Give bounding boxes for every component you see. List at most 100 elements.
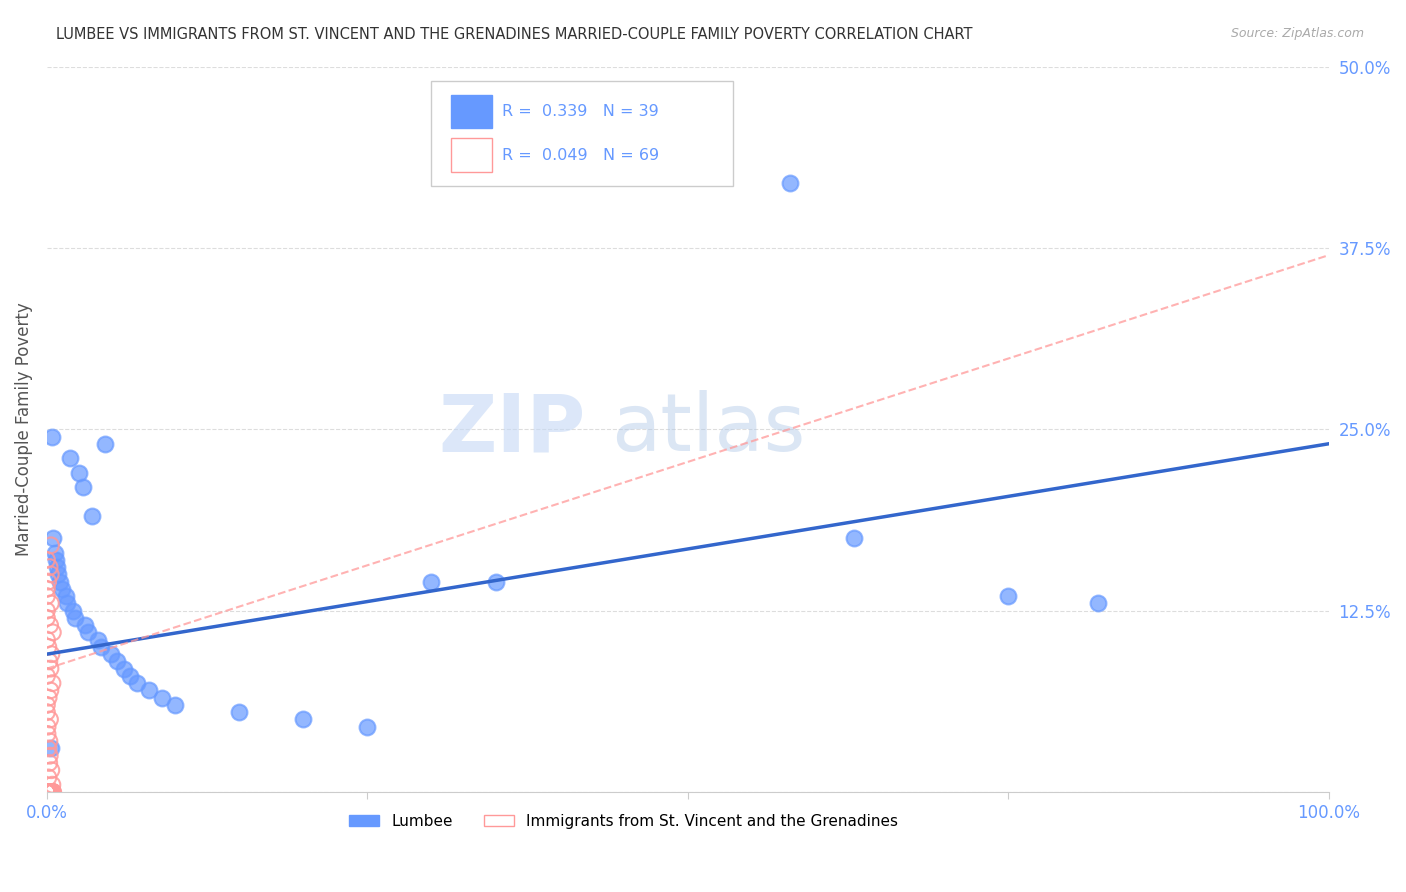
- Point: [35, 785, 58, 799]
- FancyBboxPatch shape: [451, 95, 492, 128]
- Point: [38, 690, 60, 705]
- Point: [56, 596, 79, 610]
- Point: [38, 785, 60, 799]
- Point: [67, 466, 90, 480]
- Point: [55, 589, 77, 603]
- Point: [80, 509, 103, 524]
- Point: [35, 698, 58, 712]
- Point: [39, 618, 62, 632]
- Point: [100, 647, 122, 661]
- Point: [39, 785, 62, 799]
- Point: [42, 531, 65, 545]
- Point: [38, 756, 60, 770]
- Point: [112, 662, 135, 676]
- Text: LUMBEE VS IMMIGRANTS FROM ST. VINCENT AND THE GRENADINES MARRIED-COUPLE FAMILY P: LUMBEE VS IMMIGRANTS FROM ST. VINCENT AN…: [56, 27, 973, 42]
- Point: [484, 574, 506, 589]
- Point: [39, 662, 62, 676]
- Point: [35, 785, 58, 799]
- Point: [37, 640, 59, 654]
- Point: [37, 741, 59, 756]
- Point: [35, 785, 58, 799]
- Point: [63, 611, 86, 625]
- Point: [420, 574, 443, 589]
- Point: [38, 748, 60, 763]
- Point: [35, 611, 58, 625]
- Point: [35, 785, 58, 799]
- Point: [165, 698, 187, 712]
- Point: [35, 785, 58, 799]
- Point: [35, 589, 58, 603]
- Point: [228, 705, 250, 719]
- Point: [356, 720, 378, 734]
- Point: [45, 553, 67, 567]
- Point: [35, 785, 58, 799]
- Text: ZIP: ZIP: [439, 391, 585, 468]
- Point: [41, 778, 63, 792]
- Point: [75, 618, 97, 632]
- Point: [35, 785, 58, 799]
- Point: [41, 785, 63, 799]
- Point: [37, 720, 59, 734]
- Point: [72, 480, 94, 494]
- Point: [38, 785, 60, 799]
- Point: [41, 785, 63, 799]
- Point: [51, 582, 73, 596]
- Point: [35, 705, 58, 719]
- Point: [35, 785, 58, 799]
- Point: [35, 785, 58, 799]
- Point: [35, 785, 58, 799]
- Point: [38, 734, 60, 748]
- Point: [41, 785, 63, 799]
- Point: [93, 437, 115, 451]
- Point: [35, 785, 58, 799]
- Point: [62, 604, 84, 618]
- Point: [77, 625, 100, 640]
- Text: R =  0.049   N = 69: R = 0.049 N = 69: [502, 147, 659, 162]
- Point: [35, 553, 58, 567]
- Legend: Lumbee, Immigrants from St. Vincent and the Grenadines: Lumbee, Immigrants from St. Vincent and …: [343, 808, 904, 835]
- Point: [35, 785, 58, 799]
- Point: [150, 690, 173, 705]
- Point: [844, 531, 866, 545]
- Point: [39, 567, 62, 582]
- Point: [35, 785, 58, 799]
- Point: [42, 625, 65, 640]
- Point: [35, 785, 58, 799]
- Point: [48, 574, 70, 589]
- Point: [39, 683, 62, 698]
- Point: [59, 451, 82, 466]
- Point: [35, 785, 58, 799]
- Point: [90, 640, 112, 654]
- Point: [35, 785, 58, 799]
- Point: [41, 785, 63, 799]
- Y-axis label: Married-Couple Family Poverty: Married-Couple Family Poverty: [15, 302, 32, 556]
- Point: [37, 727, 59, 741]
- Point: [41, 429, 63, 443]
- Point: [35, 632, 58, 647]
- Point: [1087, 596, 1109, 610]
- Point: [35, 785, 58, 799]
- Point: [37, 574, 59, 589]
- Point: [39, 596, 62, 610]
- Point: [35, 785, 58, 799]
- Point: [39, 763, 62, 777]
- Point: [105, 654, 128, 668]
- Point: [35, 785, 58, 799]
- Point: [37, 785, 59, 799]
- Text: Source: ZipAtlas.com: Source: ZipAtlas.com: [1230, 27, 1364, 40]
- Point: [35, 669, 58, 683]
- Point: [42, 785, 65, 799]
- Text: R =  0.339   N = 39: R = 0.339 N = 39: [502, 104, 658, 119]
- Point: [38, 785, 60, 799]
- Point: [38, 654, 60, 668]
- FancyBboxPatch shape: [432, 81, 733, 186]
- Point: [39, 538, 62, 552]
- Point: [37, 771, 59, 785]
- Point: [125, 676, 148, 690]
- Point: [39, 713, 62, 727]
- Point: [44, 545, 66, 559]
- Point: [38, 785, 60, 799]
- Point: [41, 647, 63, 661]
- Point: [41, 785, 63, 799]
- Point: [35, 785, 58, 799]
